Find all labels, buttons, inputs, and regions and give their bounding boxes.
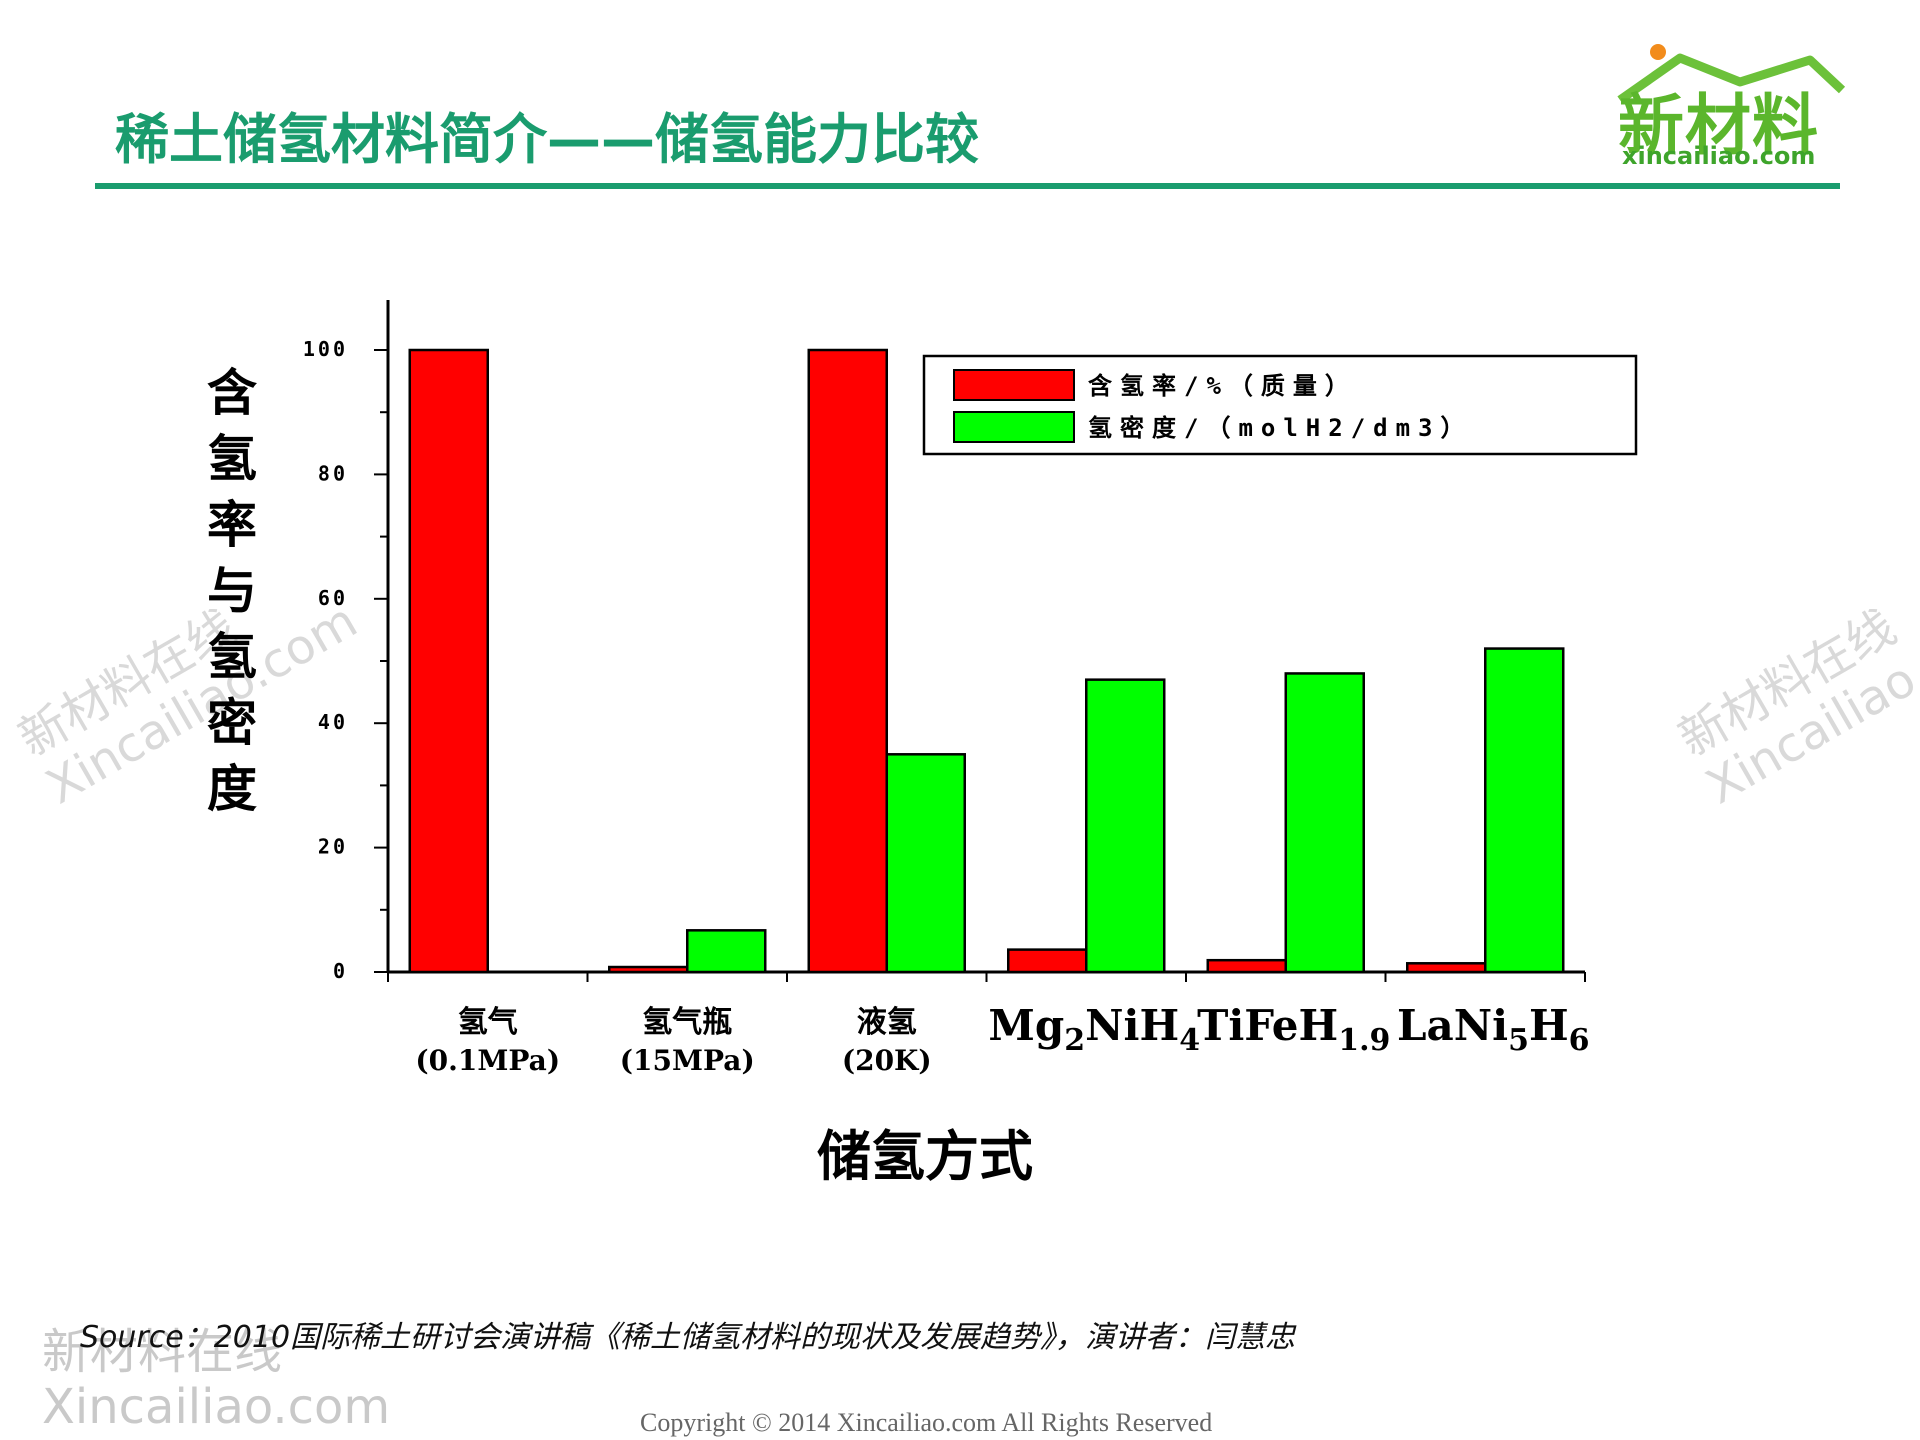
y-tick-label: 20: [318, 835, 348, 859]
x-category-label: 氢气: [458, 1005, 518, 1040]
x-category-sublabel: (20K): [842, 1044, 932, 1077]
y-axis-label-char: 密: [207, 693, 257, 752]
legend-swatch: [953, 369, 1075, 401]
y-axis-label-char: 氢: [207, 429, 257, 488]
slide-title: 稀土储氢材料简介——储氢能力比较: [115, 108, 979, 171]
y-axis-label-char: 度: [207, 759, 257, 818]
logo-house-icon: [1617, 44, 1846, 104]
source-citation: Source：2010国际稀土研讨会演讲稿《稀土储氢材料的现状及发展趋势》，演讲…: [80, 1320, 1296, 1355]
logo-domain: xincailiao.com: [1622, 142, 1816, 170]
y-tick-label: 80: [318, 461, 348, 485]
legend-swatch: [953, 411, 1075, 443]
x-category-label: Mg2NiH4: [988, 1001, 1200, 1058]
legend-label: 氢密度/（molH2/dm3）: [1088, 414, 1473, 442]
legend-label: 含氢率/%（质量）: [1088, 372, 1357, 400]
y-axis-label-char: 率: [207, 495, 257, 554]
watermark-bottom: 新材料在线 Xincailiao.com: [42, 1324, 391, 1436]
hydrogen-storage-chart: 0 20 40 60 80 100 氢气 (0.1MPa) 氢气瓶 (15MPa) 液氢 (20K) M…: [207, 300, 1638, 1188]
y-axis-label-char: 氢: [207, 627, 257, 686]
copyright-notice: Copyright © 2014 Xincailiao.com All Righ…: [640, 1408, 1213, 1437]
bar-hydrogen-content: [1206, 958, 1287, 974]
y-tick-label: 100: [303, 337, 348, 361]
bar-hydrogen-density: [686, 929, 767, 974]
x-category-label: 氢气瓶: [642, 1005, 732, 1040]
y-tick-label: 0: [333, 959, 348, 983]
x-category-label: TiFeH1.9: [1197, 1001, 1390, 1058]
bar-hydrogen-content: [807, 348, 888, 974]
x-axis-label: 储氢方式: [817, 1124, 1033, 1188]
x-category-sublabel: (15MPa): [620, 1044, 755, 1077]
bar-hydrogen-density: [1085, 678, 1166, 974]
y-axis-label-char: 与: [207, 561, 257, 620]
brand-logo: 新材料 xincailiao.com: [1610, 40, 1850, 170]
bar-hydrogen-content: [608, 965, 689, 974]
y-tick-label: 60: [318, 586, 348, 610]
x-category-label: LaNi5H6: [1397, 1001, 1590, 1058]
y-axis-label-char: 含: [207, 363, 257, 422]
x-category-label: 液氢: [857, 1005, 917, 1040]
logo-wordmark: 新材料: [1618, 87, 1819, 164]
bar-hydrogen-content: [1007, 948, 1088, 974]
bar-hydrogen-density: [885, 753, 966, 974]
bar-hydrogen-content: [408, 348, 489, 974]
bar-hydrogen-density: [1484, 647, 1565, 974]
x-category-sublabel: (0.1MPa): [415, 1044, 560, 1077]
bar-hydrogen-content: [1406, 962, 1487, 974]
bar-hydrogen-density: [1284, 672, 1365, 974]
title-divider: [95, 183, 1840, 189]
y-tick-label: 40: [318, 710, 348, 734]
